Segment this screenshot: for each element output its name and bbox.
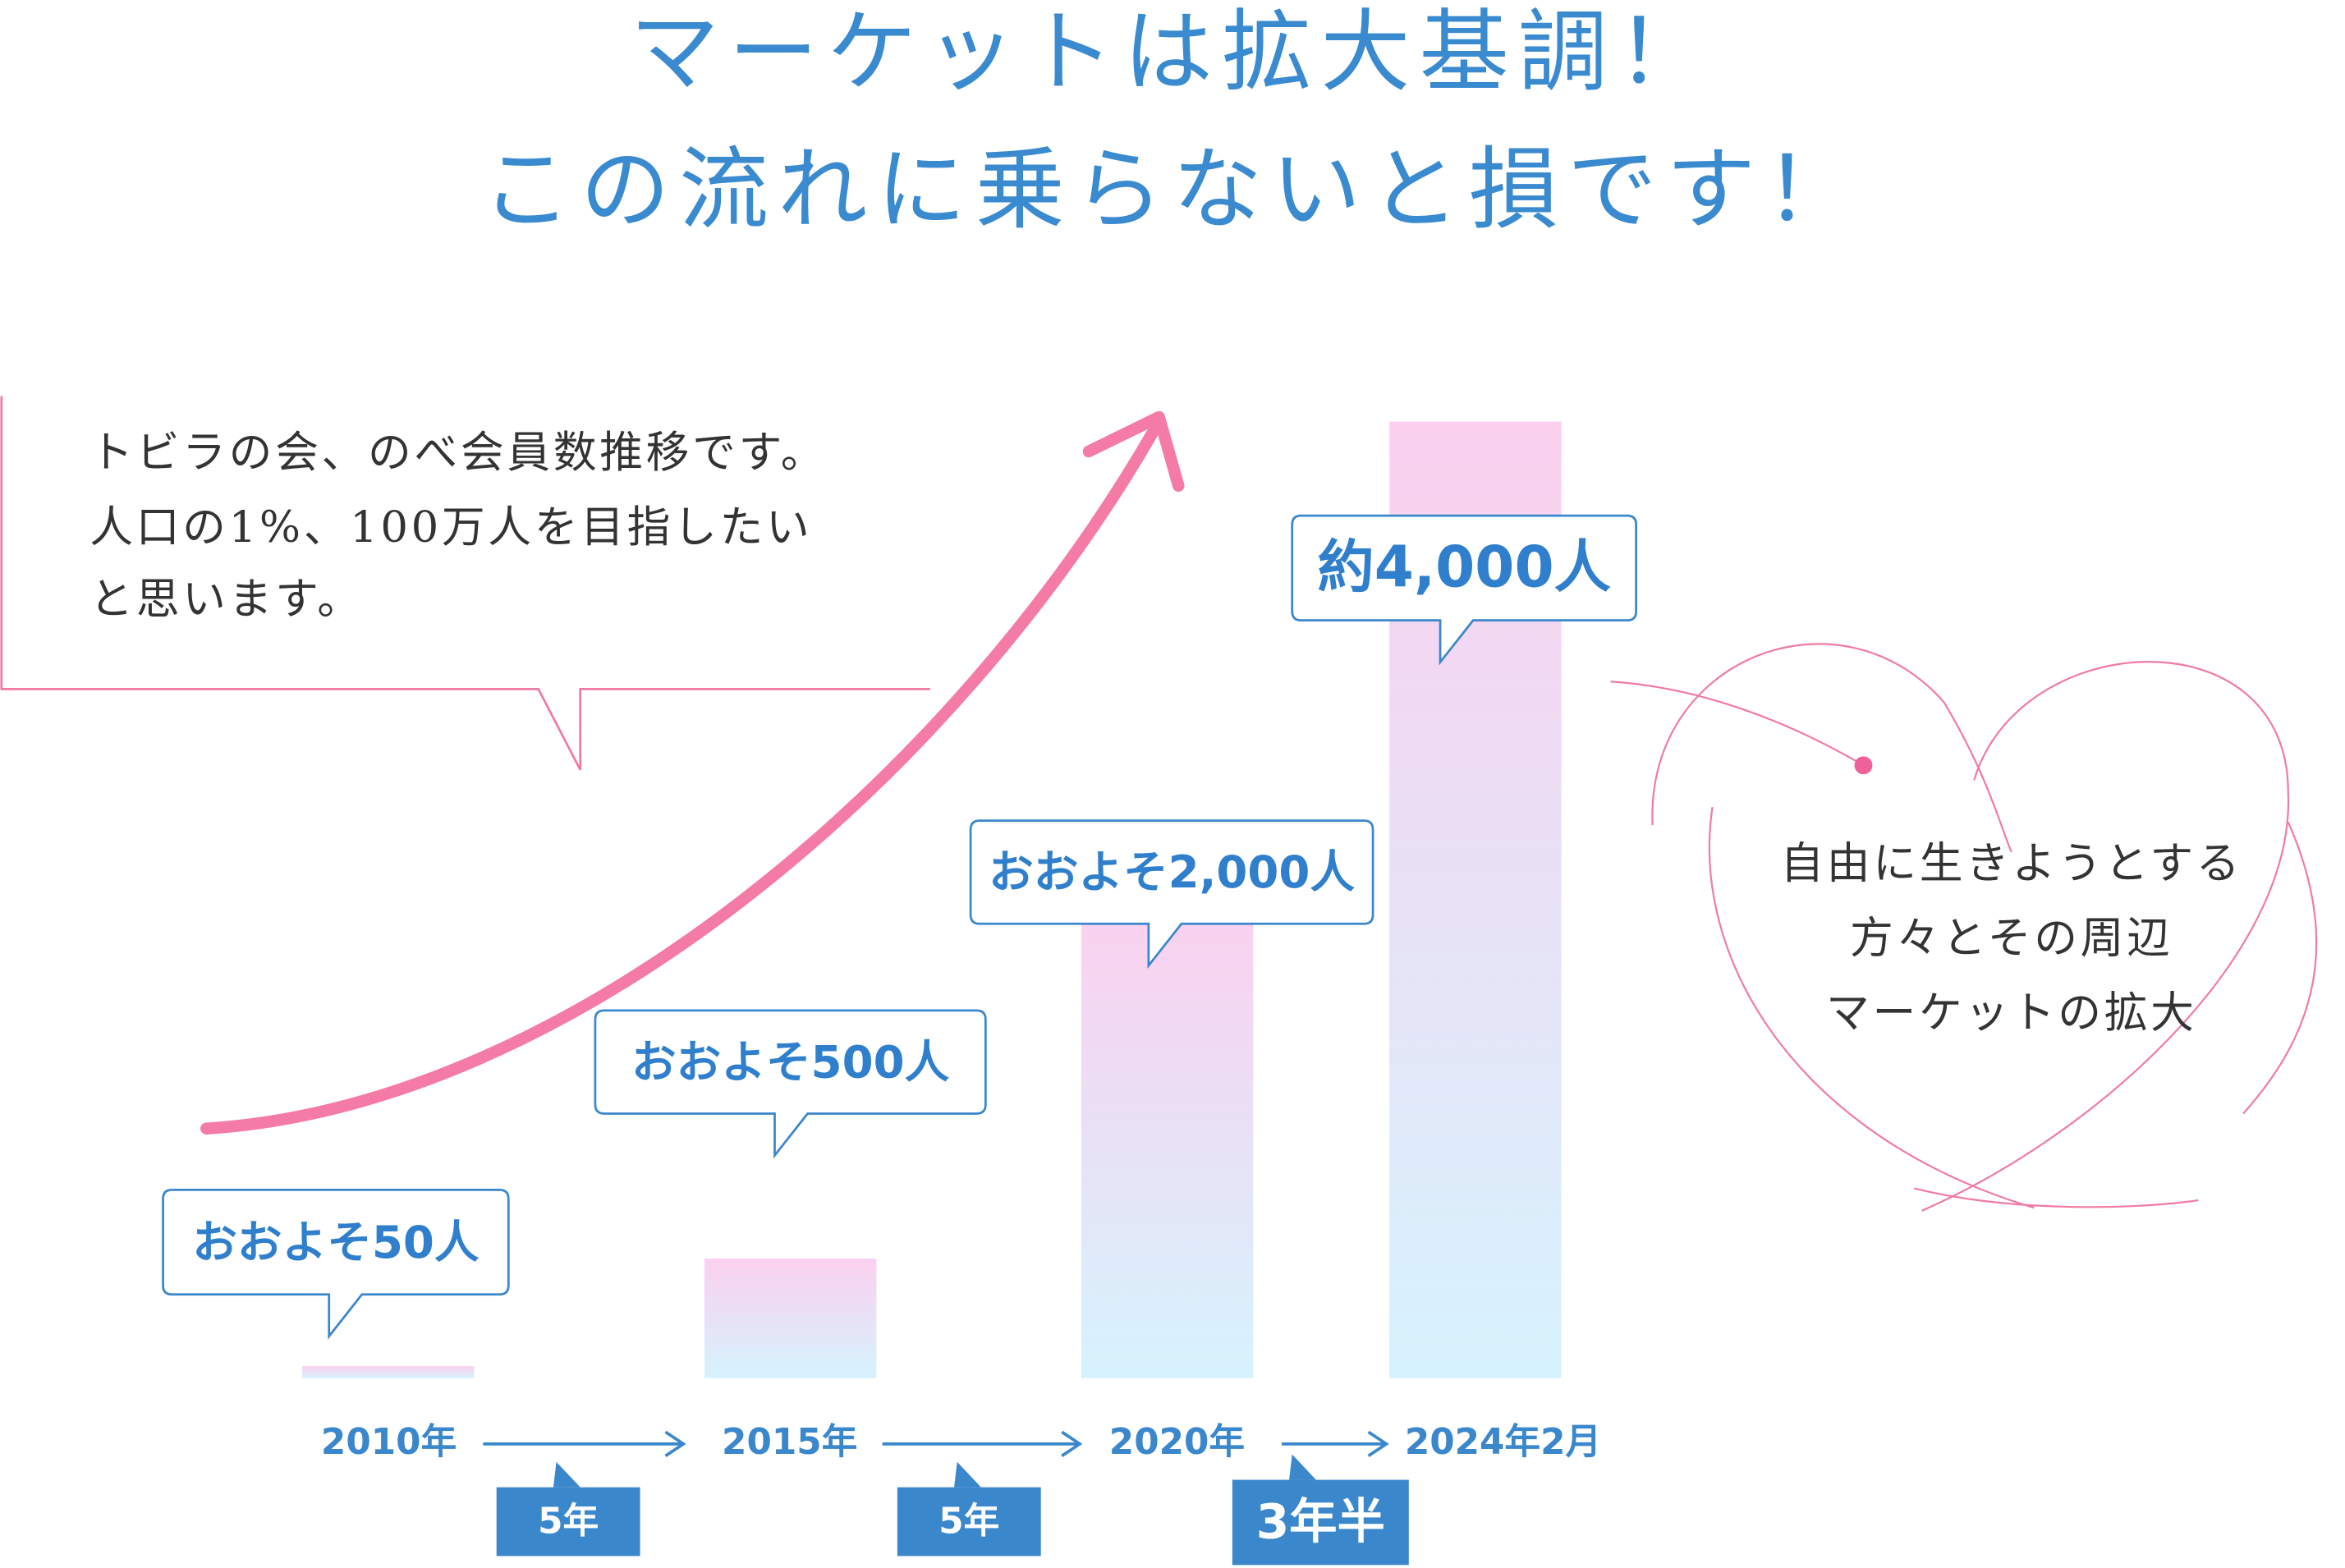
bar [704, 1259, 877, 1378]
x-tick-label: 2024年2月 [1405, 1421, 1601, 1463]
heart-decoration [1610, 643, 2318, 1212]
title-line: この流れに乗らないと損です！ [482, 138, 1864, 242]
value-label: おおよそ500人 [631, 1035, 950, 1088]
value-label: おおよそ2,000人 [989, 846, 1355, 898]
timeline-arrows [483, 1430, 1389, 1457]
heart-text: 方々とその周辺 [1850, 914, 2173, 964]
value-label-box [969, 819, 1374, 970]
value-label: おおよそ50人 [192, 1216, 480, 1268]
interval-label: 3年半 [1256, 1493, 1385, 1549]
title-line: マーケットは拡大基調！ [630, 0, 1715, 104]
interval-label: 5年 [538, 1500, 599, 1542]
callout-frame [0, 396, 930, 771]
bar [1081, 900, 1254, 1378]
callout-text: 人口の1%、100万人を目指したい [89, 502, 812, 552]
heart-dot [1854, 756, 1873, 775]
value-label: 約4,000人 [1318, 535, 1611, 601]
callout-text: トビラの会、のべ会員数推移です。 [89, 428, 827, 478]
interval-label: 5年 [938, 1500, 999, 1542]
callout-text: と思います。 [89, 574, 363, 624]
heart-text: マーケットの拡大 [1826, 988, 2197, 1038]
interval-boxes [496, 1454, 1409, 1566]
growth-arrow [200, 415, 1165, 1135]
x-tick-label: 2010年 [321, 1421, 457, 1463]
x-tick-label: 2020年 [1109, 1421, 1245, 1463]
growth-arrowhead [1082, 410, 1185, 493]
value-label-box [594, 1009, 987, 1159]
bar [301, 1366, 475, 1378]
heart-text: 自由に生きようとする [1780, 839, 2242, 889]
x-tick-label: 2015年 [722, 1421, 857, 1463]
value-label-box [162, 1188, 510, 1340]
value-label-box [1291, 514, 1638, 666]
